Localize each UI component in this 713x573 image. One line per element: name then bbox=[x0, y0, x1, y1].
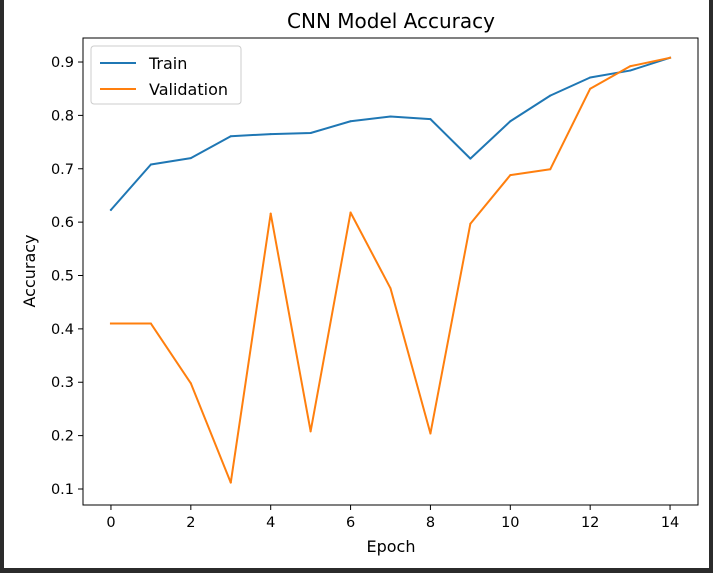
data-point-train bbox=[309, 132, 312, 134]
series-line-validation bbox=[109, 56, 672, 484]
data-point-validation bbox=[429, 432, 432, 435]
x-tick-label: 14 bbox=[661, 515, 679, 531]
x-tick-label: 12 bbox=[581, 515, 599, 531]
data-point-train bbox=[549, 94, 552, 97]
x-tick-label: 2 bbox=[186, 515, 195, 531]
x-axis-label: Epoch bbox=[367, 537, 416, 556]
data-point-validation bbox=[109, 322, 112, 325]
data-point-validation bbox=[469, 222, 472, 225]
data-point-validation bbox=[629, 65, 632, 68]
plot-lines bbox=[109, 56, 672, 484]
legend: Train Validation bbox=[90, 45, 242, 105]
data-point-train bbox=[189, 157, 192, 160]
y-tick-label: 0.1 bbox=[51, 482, 74, 498]
x-tick-label: 6 bbox=[346, 515, 355, 531]
data-point-validation bbox=[189, 382, 192, 385]
data-point-validation bbox=[229, 481, 232, 484]
y-tick-label: 0.6 bbox=[51, 215, 74, 231]
data-point-validation bbox=[389, 287, 392, 290]
plot-frame bbox=[82, 37, 699, 506]
x-tick-label: 4 bbox=[266, 515, 275, 531]
data-point-train bbox=[629, 69, 632, 72]
x-axis-ticks: 0 2 4 6 8 10 12 14 bbox=[106, 505, 679, 531]
data-point-train bbox=[109, 208, 112, 211]
data-point-validation bbox=[509, 174, 512, 177]
data-point-train bbox=[469, 157, 472, 160]
data-point-validation bbox=[269, 212, 272, 215]
data-point-train bbox=[589, 76, 592, 79]
data-point-train bbox=[389, 115, 392, 118]
data-point-validation bbox=[589, 87, 592, 90]
data-point-validation bbox=[669, 56, 672, 59]
y-axis-ticks: 0.1 0.2 0.3 0.4 0.5 0.6 0.7 0.8 0.9 bbox=[51, 55, 83, 498]
x-tick-label: 8 bbox=[426, 515, 435, 531]
x-tick-label: 10 bbox=[501, 515, 519, 531]
data-point-validation bbox=[549, 168, 552, 171]
y-tick-label: 0.9 bbox=[51, 55, 74, 71]
data-point-train bbox=[509, 120, 512, 123]
data-point-validation bbox=[149, 322, 152, 325]
chart-title: CNN Model Accuracy bbox=[287, 9, 495, 33]
y-tick-label: 0.7 bbox=[51, 162, 74, 178]
legend-validation-label: Validation bbox=[149, 80, 228, 99]
legend-train-label: Train bbox=[148, 54, 187, 73]
y-axis-label: Accuracy bbox=[20, 234, 39, 307]
data-point-validation bbox=[309, 430, 312, 433]
x-tick-label: 0 bbox=[106, 515, 115, 531]
data-point-train bbox=[429, 118, 432, 121]
y-tick-label: 0.2 bbox=[51, 429, 74, 445]
data-point-train bbox=[269, 133, 272, 136]
chart-figure: CNN Model Accuracy 0 2 4 6 8 10 12 14 0.1 0.2 0.3… bbox=[4, 0, 709, 568]
y-tick-label: 0.5 bbox=[51, 269, 74, 285]
y-tick-label: 0.8 bbox=[51, 108, 74, 124]
line-chart: CNN Model Accuracy 0 2 4 6 8 10 12 14 0.1 0.2 0.3… bbox=[20, 9, 699, 556]
y-tick-label: 0.3 bbox=[51, 375, 74, 391]
data-point-train bbox=[229, 135, 232, 138]
data-point-train bbox=[349, 120, 352, 123]
data-point-validation bbox=[349, 211, 352, 214]
data-point-train bbox=[149, 163, 152, 166]
y-tick-label: 0.4 bbox=[51, 322, 74, 338]
